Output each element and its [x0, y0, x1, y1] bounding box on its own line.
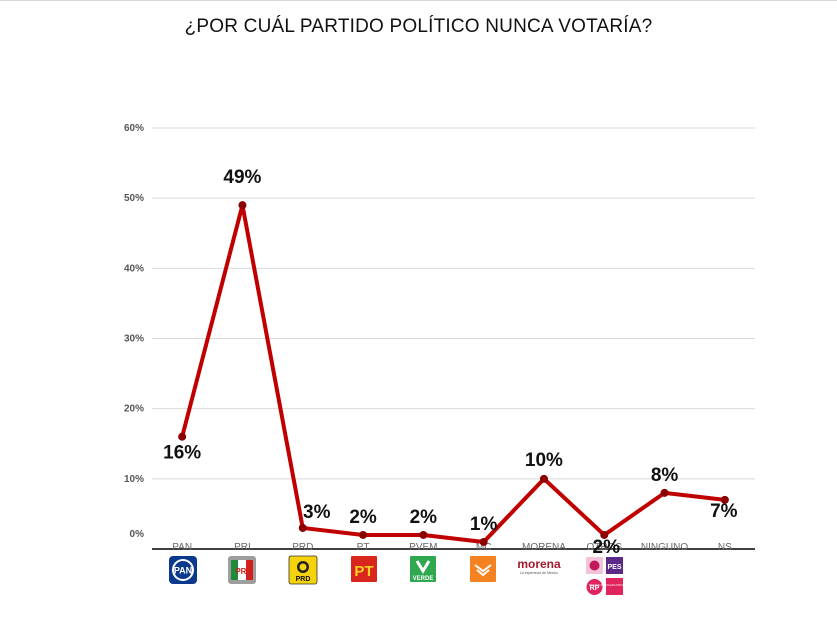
svg-text:REDES SOCIALES PROGRESISTAS: REDES SOCIALES PROGRESISTAS — [589, 583, 639, 587]
y-tick-label: 0% — [130, 529, 145, 540]
data-point — [298, 523, 307, 532]
data-point — [359, 530, 368, 539]
data-point — [419, 530, 428, 539]
x-tick-label: PRD — [292, 542, 313, 553]
y-tick-label: 30% — [124, 334, 144, 345]
data-label: 7% — [710, 501, 738, 522]
prd-logo: PRD — [288, 555, 318, 585]
data-label: 10% — [525, 450, 563, 471]
data-label: 3% — [303, 502, 331, 523]
x-tick-label: PAN — [172, 542, 192, 553]
x-tick-label: PT — [357, 542, 370, 553]
y-tick-label: 20% — [124, 404, 144, 415]
y-tick-label: 60% — [124, 123, 144, 134]
chart-title: ¿POR CUÁL PARTIDO POLÍTICO NUNCA VOTARÍA… — [184, 16, 653, 37]
series-line — [180, 203, 726, 544]
svg-text:PT: PT — [354, 563, 373, 580]
svg-text:VERDE: VERDE — [413, 576, 434, 582]
data-point — [238, 201, 247, 210]
morena-logo: morena La esperanza de México — [517, 557, 561, 575]
data-point — [479, 537, 488, 546]
x-tick-label: NS — [718, 542, 732, 553]
svg-text:PRD: PRD — [296, 576, 311, 583]
x-tick-label: PVEM — [409, 542, 437, 553]
x-tick-label: OTROS — [586, 542, 622, 553]
y-tick-label: 40% — [124, 263, 144, 274]
otros-logos: PES RP REDES SOCIALES PROGRESISTAS — [586, 557, 640, 595]
data-point — [660, 488, 669, 497]
mc-logo — [470, 556, 496, 582]
data-label: 16% — [163, 443, 201, 464]
y-tick-label: 10% — [124, 474, 144, 485]
data-label: 2% — [410, 507, 438, 528]
data-point — [539, 474, 548, 483]
x-tick-label: NINGUNO — [641, 542, 688, 553]
data-label: 49% — [223, 167, 261, 188]
data-point — [600, 530, 609, 539]
svg-text:PES: PES — [607, 564, 621, 571]
y-axis-ticks: 0% 10% 20% 30% 40% 50% 60% — [124, 123, 144, 540]
x-tick-label: PRI — [234, 542, 251, 553]
pt-logo: PT — [351, 556, 377, 582]
svg-text:morena: morena — [517, 557, 561, 571]
svg-text:PAN: PAN — [174, 566, 192, 576]
pan-logo: PAN — [169, 556, 197, 584]
svg-text:PRI: PRI — [235, 567, 248, 576]
pvem-logo: VERDE — [410, 556, 436, 582]
data-label: 1% — [470, 514, 498, 535]
svg-text:RP: RP — [590, 585, 600, 592]
x-axis-ticks: PAN PRI PRD PT PVEM MC MORENA OTROS NINGUNO NS — [172, 542, 732, 553]
data-label: 2% — [593, 537, 621, 558]
top-border — [0, 0, 837, 1]
svg-text:La esperanza de México: La esperanza de México — [520, 571, 558, 575]
party-logos: PAN PRI PRD PT VERDE — [169, 555, 640, 595]
pri-logo: PRI — [228, 556, 256, 584]
data-labels: 16% 49% 3% 2% 2% 1% 10% 2% 8% 7% — [163, 167, 738, 558]
data-label: 8% — [651, 465, 679, 486]
data-markers — [178, 201, 729, 546]
x-tick-label: MC — [476, 542, 492, 553]
x-tick-label: MORENA — [522, 542, 566, 553]
y-tick-label: 50% — [124, 193, 144, 204]
data-label: 2% — [349, 507, 377, 528]
data-point — [720, 495, 729, 504]
data-point — [178, 432, 187, 441]
